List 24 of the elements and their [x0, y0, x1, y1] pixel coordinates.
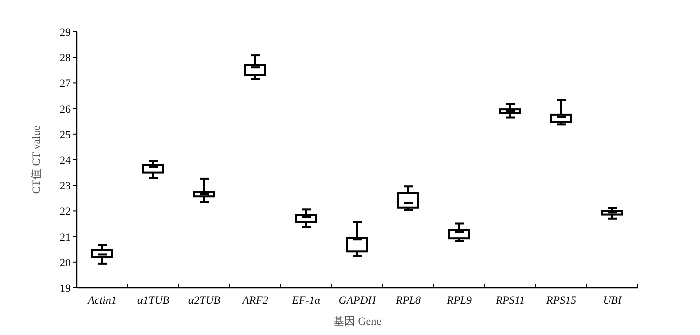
y-tick-label: 24	[60, 155, 72, 167]
y-tick-label: 29	[60, 27, 72, 39]
x-tick-label: RPS15	[546, 295, 577, 307]
y-tick-label: 22	[60, 206, 71, 218]
y-tick-label: 23	[60, 180, 72, 193]
x-axis-title: 基因 Gene	[334, 315, 382, 328]
x-tick-label: ARF2	[242, 295, 269, 307]
x-tick-label: α1TUB	[137, 295, 170, 307]
y-tick-label: 26	[60, 104, 72, 116]
x-tick-label: RPL9	[446, 295, 473, 307]
y-tick-label: 21	[60, 232, 71, 244]
x-tick-label: α2TUB	[188, 295, 221, 307]
y-tick-label: 28	[60, 52, 72, 65]
x-tick-label: UBI	[603, 295, 623, 307]
x-tick-label: RPS11	[494, 295, 526, 307]
x-tick-label: Actin1	[87, 295, 117, 307]
y-tick-label: 19	[60, 283, 72, 295]
y-tick-label: 25	[60, 129, 72, 142]
x-tick-label: EF-1α	[291, 295, 321, 307]
x-tick-label: RPL8	[394, 295, 422, 307]
y-tick-label: 27	[60, 78, 72, 90]
y-tick-label: 20	[60, 257, 72, 270]
y-axis-title: CT值 CT value	[31, 126, 43, 194]
x-tick-label: GAPDH	[338, 295, 378, 307]
